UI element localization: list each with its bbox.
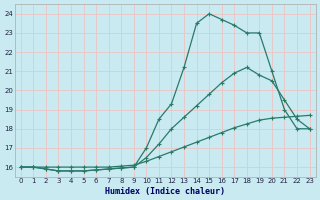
X-axis label: Humidex (Indice chaleur): Humidex (Indice chaleur) xyxy=(105,187,225,196)
